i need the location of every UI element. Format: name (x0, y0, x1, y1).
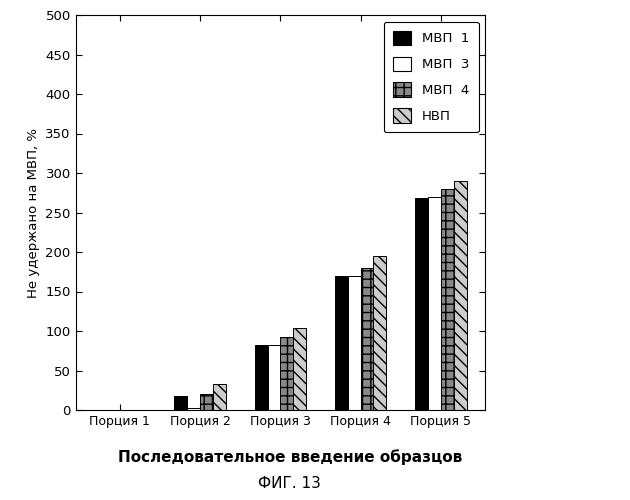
Bar (348, 276, 360, 410)
Bar (280, 336, 293, 410)
Bar (293, 328, 306, 410)
Bar (213, 384, 226, 410)
Text: ФИГ. 13: ФИГ. 13 (258, 476, 321, 492)
Bar (415, 198, 428, 410)
Bar (335, 276, 348, 410)
Bar (200, 394, 213, 410)
Bar (441, 189, 454, 410)
Bar (255, 345, 268, 410)
Bar (360, 268, 374, 410)
Bar (454, 181, 467, 410)
Bar (175, 396, 187, 410)
Bar (187, 408, 200, 410)
Legend: МВП  1, МВП  3, МВП  4, НВП: МВП 1, МВП 3, МВП 4, НВП (384, 22, 479, 132)
Bar (268, 345, 280, 410)
Bar (428, 196, 441, 410)
Bar (374, 256, 386, 410)
Y-axis label: Не удержано на МВП, %: Не удержано на МВП, % (27, 128, 40, 298)
Text: Последовательное введение образцов: Последовательное введение образцов (118, 450, 462, 466)
